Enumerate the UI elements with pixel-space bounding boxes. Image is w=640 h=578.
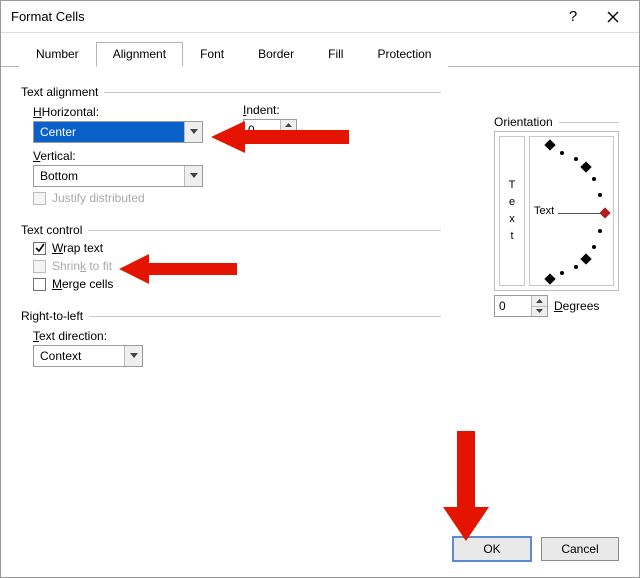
- degrees-input[interactable]: [495, 296, 531, 316]
- chevron-down-icon: [184, 166, 202, 186]
- wrap-text-label: Wrap text: [52, 241, 103, 255]
- text-direction-label: Text direction:: [33, 329, 441, 343]
- shrink-checkbox: [33, 260, 46, 273]
- text-direction-value: Context: [34, 346, 124, 366]
- text-control-label: Text control: [21, 223, 88, 237]
- text-alignment-group: Text alignment HHorizontal: Center Inden…: [21, 79, 441, 211]
- dial-diamond-icon: [544, 273, 555, 284]
- dial-diamond-icon: [544, 139, 555, 150]
- tab-strip: Number Alignment Font Border Fill Protec…: [1, 33, 639, 67]
- degrees-label: Degrees: [554, 299, 599, 313]
- orientation-panel: T e x t: [494, 131, 619, 291]
- spin-down-icon[interactable]: [281, 131, 296, 141]
- indent-spinner[interactable]: [243, 119, 297, 141]
- dialog-buttons: OK Cancel: [453, 537, 619, 561]
- justify-label: Justify distributed: [52, 191, 145, 205]
- dial-line: [558, 213, 600, 214]
- titlebar: Format Cells ?: [1, 1, 639, 33]
- tab-fill[interactable]: Fill: [311, 42, 360, 67]
- horizontal-select[interactable]: Center: [33, 121, 203, 143]
- help-button[interactable]: ?: [553, 3, 593, 31]
- spin-up-icon[interactable]: [281, 120, 296, 131]
- alignment-panel: Text alignment HHorizontal: Center Inden…: [1, 67, 639, 387]
- annotation-arrow-ok: [437, 431, 495, 541]
- shrink-label: Shrink to fit: [52, 259, 112, 273]
- tab-number[interactable]: Number: [19, 42, 96, 67]
- rtl-group: Right-to-left Text direction: Context: [21, 303, 441, 369]
- justify-checkbox: [33, 192, 46, 205]
- spin-down-icon[interactable]: [532, 307, 547, 317]
- horizontal-label: HHorizontal:: [33, 105, 441, 119]
- indent-label: Indent:: [243, 103, 280, 117]
- vertical-select[interactable]: Bottom: [33, 165, 203, 187]
- vertical-value: Bottom: [34, 166, 184, 186]
- spin-up-icon[interactable]: [532, 296, 547, 307]
- format-cells-dialog: Format Cells ? Number Alignment Font Bor…: [0, 0, 640, 578]
- cancel-button[interactable]: Cancel: [541, 537, 619, 561]
- window-title: Format Cells: [11, 9, 553, 24]
- degrees-spinner[interactable]: [494, 295, 548, 317]
- vertical-label: Vertical:: [33, 149, 441, 163]
- close-icon: [607, 11, 619, 23]
- orientation-dial[interactable]: Text: [529, 136, 614, 286]
- text-control-group: Text control Wrap text Shrink to fit Mer…: [21, 217, 441, 297]
- orientation-group: Orientation T e x t: [494, 115, 619, 317]
- indent-input[interactable]: [244, 120, 280, 140]
- close-button[interactable]: [593, 3, 633, 31]
- chevron-down-icon: [124, 346, 142, 366]
- dial-diamond-red-icon: [599, 207, 610, 218]
- horizontal-value: Center: [34, 122, 184, 142]
- dial-diamond-icon: [580, 253, 591, 264]
- tab-alignment[interactable]: Alignment: [96, 42, 183, 67]
- chevron-down-icon: [184, 122, 202, 142]
- indent-spin-buttons[interactable]: [280, 120, 296, 140]
- text-direction-select[interactable]: Context: [33, 345, 143, 367]
- merge-checkbox[interactable]: [33, 278, 46, 291]
- orientation-label: Orientation: [494, 115, 559, 129]
- merge-label: Merge cells: [52, 277, 113, 291]
- text-alignment-label: Text alignment: [21, 85, 104, 99]
- tab-border[interactable]: Border: [241, 42, 311, 67]
- dial-text: Text: [534, 205, 554, 217]
- rtl-label: Right-to-left: [21, 309, 89, 323]
- dial-diamond-icon: [580, 161, 591, 172]
- tab-protection[interactable]: Protection: [360, 42, 448, 67]
- checkmark-icon: [35, 243, 45, 253]
- degrees-spin-buttons[interactable]: [531, 296, 547, 316]
- ok-button[interactable]: OK: [453, 537, 531, 561]
- tab-font[interactable]: Font: [183, 42, 241, 67]
- orientation-vertical-button[interactable]: T e x t: [499, 136, 525, 286]
- wrap-text-checkbox[interactable]: [33, 242, 46, 255]
